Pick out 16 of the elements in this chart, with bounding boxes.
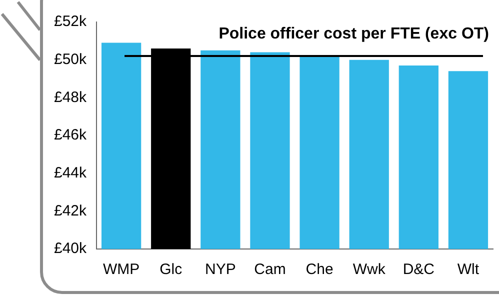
y-tick-label: £52k bbox=[54, 13, 88, 30]
y-tick-label: £48k bbox=[54, 88, 88, 106]
y-tick-label: £46k bbox=[54, 126, 88, 144]
chart-title: Police officer cost per FTE (exc OT) bbox=[218, 25, 489, 42]
x-tick-label: WMP bbox=[102, 261, 140, 278]
y-tick-label: £40k bbox=[54, 240, 88, 258]
x-tick-label: D&C bbox=[402, 261, 435, 278]
x-tick-label: Cam bbox=[254, 261, 286, 278]
x-tick-label: Wlt bbox=[457, 261, 480, 278]
x-tick-label: Wwk bbox=[352, 261, 386, 278]
x-tick-label: NYP bbox=[205, 261, 236, 278]
x-tick-label: Che bbox=[306, 261, 334, 278]
y-tick-label: £44k bbox=[54, 164, 88, 182]
x-tick-label: Glc bbox=[160, 261, 183, 278]
y-tick-label: £42k bbox=[54, 202, 88, 220]
y-tick-label: £50k bbox=[54, 50, 88, 68]
